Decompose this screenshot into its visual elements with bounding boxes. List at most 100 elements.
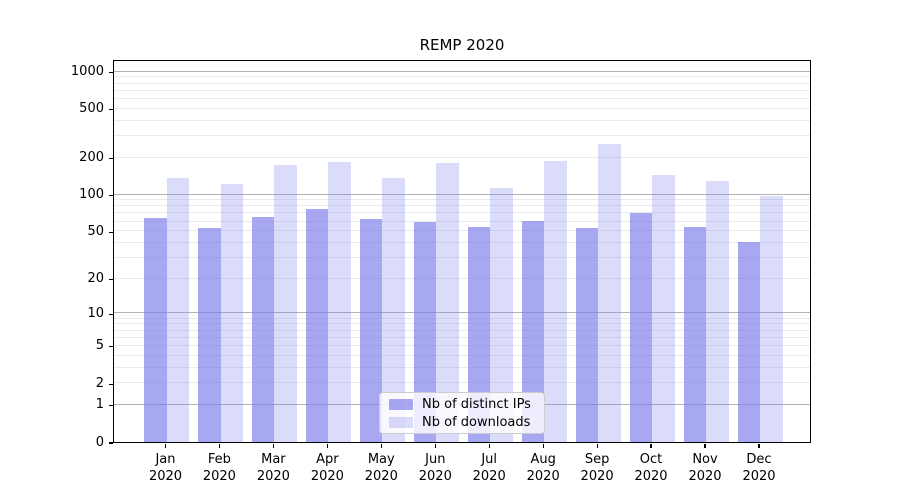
x-tick-month-aug: Aug xyxy=(530,452,556,467)
y-tick-2 xyxy=(108,383,113,385)
bar-downloads-mar xyxy=(274,165,297,442)
gridline-minor-8 xyxy=(114,323,810,325)
bar-distinct-ips-feb xyxy=(198,228,221,442)
x-tick-year-feb: 2020 xyxy=(202,469,236,484)
bar-downloads-sep xyxy=(598,143,621,442)
y-tick-label-500: 500 xyxy=(79,101,104,117)
y-tick-label-2: 2 xyxy=(95,375,104,391)
y-tick-label-20: 20 xyxy=(87,271,104,287)
x-tick-year-apr: 2020 xyxy=(310,469,344,484)
y-tick-200 xyxy=(108,158,113,160)
x-tick-year-nov: 2020 xyxy=(688,469,722,484)
x-tick-label-sep: Sep 2020 xyxy=(567,451,627,485)
bar-downloads-jun xyxy=(436,162,459,442)
gridline-minor-500 xyxy=(114,107,810,109)
y-tick-label-100: 100 xyxy=(79,187,104,202)
x-tick-month-jun: Jun xyxy=(425,452,446,467)
gridline-minor-300 xyxy=(114,134,810,136)
x-tick-month-jul: Jul xyxy=(481,452,498,467)
x-tick-year-dec: 2020 xyxy=(742,469,776,484)
y-tick-label-50: 50 xyxy=(87,223,104,239)
x-tick-month-apr: Apr xyxy=(316,452,339,467)
bar-distinct-ips-jun xyxy=(413,221,437,442)
gridline-minor-30 xyxy=(114,256,810,258)
gridline-minor-4 xyxy=(114,354,810,356)
gridline-minor-70 xyxy=(114,212,810,214)
y-tick-1 xyxy=(108,405,113,407)
bar-distinct-ips-apr xyxy=(305,209,329,442)
gridline-minor-6 xyxy=(114,336,810,338)
gridline-minor-5 xyxy=(114,344,810,346)
gridline-major-1000 xyxy=(114,70,810,72)
bar-distinct-ips-dec xyxy=(737,241,760,442)
y-tick-500 xyxy=(108,109,113,111)
y-tick-0 xyxy=(108,442,113,444)
gridline-minor-900 xyxy=(114,76,810,78)
gridline-minor-60 xyxy=(114,220,810,222)
gridline-minor-9 xyxy=(114,317,810,319)
x-tick-label-jul: Jul 2020 xyxy=(459,451,519,485)
x-tick-aug xyxy=(542,444,544,448)
legend-label-distinct-ips: Nb of distinct IPs xyxy=(422,396,531,412)
x-tick-label-apr: Apr 2020 xyxy=(297,451,357,485)
gridline-minor-600 xyxy=(114,97,810,99)
x-tick-month-oct: Oct xyxy=(639,452,663,467)
bar-downloads-nov xyxy=(706,181,729,442)
x-tick-year-jan: 2020 xyxy=(148,469,183,484)
x-tick-feb xyxy=(218,444,220,448)
x-tick-month-feb: Feb xyxy=(207,452,231,467)
x-tick-label-aug: Aug 2020 xyxy=(513,451,573,485)
legend-swatch-distinct-ips xyxy=(389,398,413,410)
gridline-minor-700 xyxy=(114,89,810,91)
bar-distinct-ips-nov xyxy=(683,227,706,442)
gridline-major-100 xyxy=(114,193,810,195)
plot-area xyxy=(113,60,811,443)
legend-label-downloads: Nb of downloads xyxy=(422,414,531,430)
y-tick-label-5: 5 xyxy=(95,338,104,354)
y-tick-label-1000: 1000 xyxy=(70,64,104,79)
y-tick-1000 xyxy=(108,71,113,74)
x-tick-label-mar: Mar 2020 xyxy=(243,451,303,485)
x-tick-year-mar: 2020 xyxy=(256,469,290,484)
x-tick-month-sep: Sep xyxy=(584,452,610,467)
gridline-minor-50 xyxy=(114,230,810,232)
x-tick-month-dec: Dec xyxy=(746,452,772,467)
y-tick-50 xyxy=(108,231,113,233)
bar-downloads-jul xyxy=(490,187,513,442)
bar-distinct-ips-sep xyxy=(575,228,599,442)
chart-title: REMP 2020 xyxy=(419,36,505,54)
gridline-minor-80 xyxy=(114,205,810,207)
x-tick-jan xyxy=(164,444,167,448)
x-tick-mar xyxy=(272,444,274,448)
y-tick-5 xyxy=(108,346,113,348)
y-tick-label-1: 1 xyxy=(95,397,104,413)
bar-downloads-apr xyxy=(328,161,351,442)
x-tick-year-aug: 2020 xyxy=(526,469,560,484)
bar-distinct-ips-oct xyxy=(629,213,652,442)
bar-distinct-ips-jul xyxy=(467,227,491,442)
x-tick-dec xyxy=(758,444,760,448)
x-tick-year-may: 2020 xyxy=(364,469,398,484)
x-tick-month-may: May xyxy=(367,452,395,467)
bar-downloads-may xyxy=(382,177,405,442)
y-tick-label-10: 10 xyxy=(87,305,104,321)
gridline-minor-90 xyxy=(114,199,810,201)
x-tick-month-mar: Mar xyxy=(261,452,286,467)
x-tick-oct xyxy=(650,444,652,448)
bar-downloads-aug xyxy=(544,160,567,442)
gridline-major-10 xyxy=(114,312,810,314)
legend-swatch-downloads xyxy=(389,416,413,428)
legend-entry-downloads: Nb of downloads xyxy=(389,415,535,430)
x-tick-label-jun: Jun 2020 xyxy=(405,451,465,485)
x-tick-jul xyxy=(488,444,490,448)
x-tick-label-feb: Feb 2020 xyxy=(189,451,249,485)
gridline-minor-2 xyxy=(114,382,810,384)
legend: Nb of distinct IPs Nb of downloads xyxy=(379,392,545,434)
bar-distinct-ips-aug xyxy=(521,220,545,442)
x-tick-year-jun: 2020 xyxy=(418,469,452,484)
x-tick-year-sep: 2020 xyxy=(580,469,614,484)
y-tick-20 xyxy=(108,279,113,281)
x-tick-label-nov: Nov 2020 xyxy=(675,451,735,485)
bar-downloads-jan xyxy=(166,177,189,442)
